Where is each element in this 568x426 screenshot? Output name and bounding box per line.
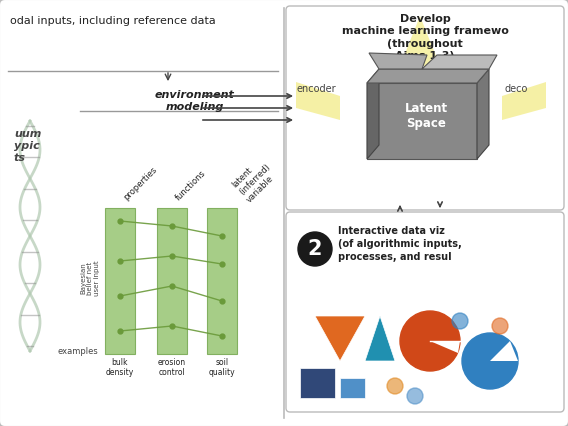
Text: encoder: encoder <box>296 84 336 94</box>
Polygon shape <box>490 341 518 361</box>
Bar <box>300 368 335 398</box>
Polygon shape <box>296 82 340 120</box>
Circle shape <box>298 232 332 266</box>
Polygon shape <box>422 55 497 69</box>
Text: functions: functions <box>174 168 208 202</box>
Circle shape <box>400 311 460 371</box>
Polygon shape <box>367 69 489 83</box>
Polygon shape <box>365 316 395 361</box>
Text: Latent
Space: Latent Space <box>404 102 448 130</box>
Text: Develop
machine learning framewo
(throughout
Aims 1-3): Develop machine learning framewo (throug… <box>341 14 508 61</box>
Bar <box>207 208 237 354</box>
FancyBboxPatch shape <box>286 6 564 210</box>
Text: latent
(inferred)
variable: latent (inferred) variable <box>230 155 279 204</box>
Text: uum
ypic
ts: uum ypic ts <box>14 129 41 164</box>
Text: Bayesian
belief net
user input: Bayesian belief net user input <box>80 260 100 296</box>
Text: erosion
control: erosion control <box>158 358 186 377</box>
Bar <box>105 208 135 354</box>
Text: properties: properties <box>122 165 159 202</box>
Circle shape <box>492 318 508 334</box>
Bar <box>340 378 365 398</box>
Bar <box>157 208 187 354</box>
Polygon shape <box>430 341 460 353</box>
Polygon shape <box>502 82 546 120</box>
Polygon shape <box>400 16 440 66</box>
Text: odal inputs, including reference data: odal inputs, including reference data <box>10 16 216 26</box>
Text: soil
quality: soil quality <box>208 358 235 377</box>
FancyBboxPatch shape <box>286 212 564 412</box>
Polygon shape <box>315 316 365 361</box>
Text: Interactive data viz
(of algorithmic inputs,
processes, and resul: Interactive data viz (of algorithmic inp… <box>338 226 462 262</box>
Circle shape <box>452 313 468 329</box>
Circle shape <box>462 333 518 389</box>
Polygon shape <box>369 53 427 69</box>
Circle shape <box>407 388 423 404</box>
Text: examples: examples <box>57 346 98 356</box>
Polygon shape <box>367 69 379 159</box>
Circle shape <box>387 378 403 394</box>
Text: environment
modeling: environment modeling <box>155 90 235 112</box>
Polygon shape <box>477 69 489 159</box>
Text: 2: 2 <box>308 239 322 259</box>
Text: deco: deco <box>504 84 528 94</box>
Polygon shape <box>367 83 477 159</box>
Text: bulk
density: bulk density <box>106 358 134 377</box>
